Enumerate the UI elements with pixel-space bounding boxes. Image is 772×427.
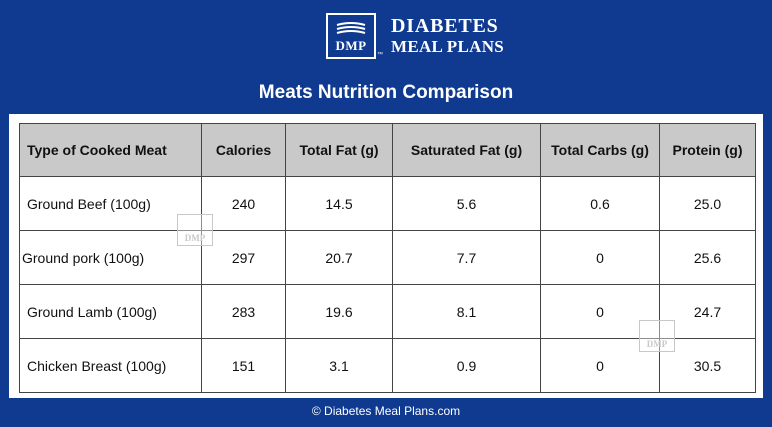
cell-total-carbs: 0 xyxy=(540,338,660,393)
cell-total-carbs: 0 xyxy=(540,230,660,285)
cell-meat-type: Ground Beef (100g) xyxy=(19,176,202,231)
brand-logo: DMP ™ DIABETES MEAL PLANS xyxy=(326,13,504,59)
cell-total-fat: 20.7 xyxy=(285,230,393,285)
cell-protein: 24.7 xyxy=(659,284,756,339)
logo-emblem: DMP xyxy=(326,13,376,59)
cell-meat-type: Ground Lamb (100g) xyxy=(19,284,202,339)
header-calories: Calories xyxy=(201,123,286,177)
header-meat-type: Type of Cooked Meat xyxy=(19,123,202,177)
cell-total-fat: 19.6 xyxy=(285,284,393,339)
watermark-logo: DMP xyxy=(177,214,213,246)
page-title: Meats Nutrition Comparison xyxy=(258,82,514,103)
logo-wordmark: DIABETES MEAL PLANS xyxy=(391,15,504,57)
logo-line-2: MEAL PLANS xyxy=(391,37,505,56)
table-header-row: Type of Cooked Meat Calories Total Fat (… xyxy=(19,123,756,177)
cell-saturated-fat: 0.9 xyxy=(392,338,541,393)
cell-protein: 25.6 xyxy=(659,230,756,285)
watermark-text: DMP xyxy=(646,339,668,349)
cell-meat-type: Ground pork (100g) xyxy=(19,230,202,285)
table-row: Ground Lamb (100g) 283 19.6 8.1 0 24.7 xyxy=(19,284,756,339)
cell-total-carbs: 0.6 xyxy=(540,176,660,231)
cell-saturated-fat: 8.1 xyxy=(392,284,541,339)
cell-calories: 151 xyxy=(201,338,286,393)
cell-protein: 25.0 xyxy=(659,176,756,231)
table-row: Ground pork (100g) 297 20.7 7.7 0 25.6 xyxy=(19,230,756,285)
cell-total-fat: 14.5 xyxy=(285,176,393,231)
watermark-text: DMP xyxy=(184,233,206,243)
nutrition-table: Type of Cooked Meat Calories Total Fat (… xyxy=(19,123,756,393)
copyright-footer: © Diabetes Meal Plans.com xyxy=(311,404,461,418)
cell-calories: 240 xyxy=(201,176,286,231)
table-row: Ground Beef (100g) 240 14.5 5.6 0.6 25.0 xyxy=(19,176,756,231)
waves-icon xyxy=(336,22,366,34)
header-saturated-fat: Saturated Fat (g) xyxy=(392,123,541,177)
cell-calories: 283 xyxy=(201,284,286,339)
watermark-logo: DMP xyxy=(639,320,675,352)
header-total-fat: Total Fat (g) xyxy=(285,123,393,177)
cell-meat-type: Chicken Breast (100g) xyxy=(19,338,202,393)
table-panel: Type of Cooked Meat Calories Total Fat (… xyxy=(9,114,763,398)
table-row: Chicken Breast (100g) 151 3.1 0.9 0 30.5 xyxy=(19,338,756,393)
header-total-carbs: Total Carbs (g) xyxy=(540,123,660,177)
header-protein: Protein (g) xyxy=(659,123,756,177)
logo-line-1: DIABETES xyxy=(391,15,499,37)
cell-total-fat: 3.1 xyxy=(285,338,393,393)
cell-protein: 30.5 xyxy=(659,338,756,393)
logo-trademark: ™ xyxy=(377,52,383,58)
cell-calories: 297 xyxy=(201,230,286,285)
cell-saturated-fat: 7.7 xyxy=(392,230,541,285)
cell-saturated-fat: 5.6 xyxy=(392,176,541,231)
logo-monogram: DMP xyxy=(335,38,367,53)
